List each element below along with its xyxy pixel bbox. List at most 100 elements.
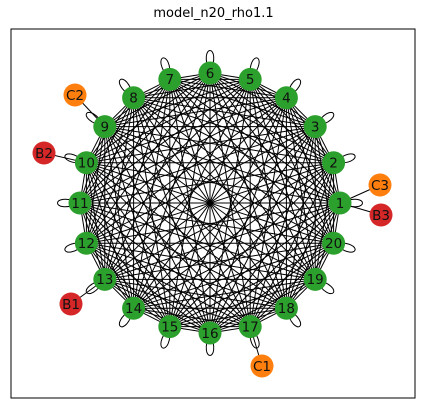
node-16: 16 [198, 321, 222, 345]
node-10-label: 10 [78, 156, 95, 172]
node-2-circle [322, 151, 346, 175]
leaf-node-B1-label: B1 [62, 297, 80, 313]
edge-5-8 [133, 78, 251, 99]
node-8-circle [122, 86, 146, 110]
node-14-label: 14 [125, 301, 142, 317]
leaf-node-C3: C3 [368, 173, 392, 197]
node-20-label: 20 [325, 236, 342, 252]
edge-13-16 [104, 278, 211, 334]
edge-12-15 [86, 242, 171, 327]
node-4: 4 [274, 86, 298, 110]
edge-4-9 [104, 97, 287, 128]
edge-3-14 [133, 126, 316, 309]
edge-2-7 [169, 78, 334, 164]
node-12-circle [74, 231, 98, 255]
leaf-node-B1-circle [59, 292, 83, 316]
edge-12-18 [86, 242, 287, 309]
edge-2-11 [79, 162, 334, 204]
figure-title: model_n20_rho1.1 [153, 6, 274, 21]
edge-7-20 [169, 79, 334, 244]
node-1-label: 1 [336, 196, 345, 212]
leaf-node-B3-circle [369, 203, 393, 227]
node-18: 18 [274, 296, 298, 320]
node-6: 6 [198, 61, 222, 85]
node-3-label: 3 [311, 119, 320, 135]
node-11-label: 11 [71, 196, 88, 212]
edge-15-19 [169, 278, 316, 328]
node-4-circle [274, 86, 298, 110]
edge-14-20 [133, 242, 334, 309]
edge-6-11 [79, 72, 211, 204]
node-3-circle [303, 115, 327, 139]
edge-1-10 [86, 162, 341, 204]
edge-15-18 [169, 307, 287, 328]
node-13: 13 [93, 267, 117, 291]
edge-14-19 [133, 278, 316, 309]
leaf-node-B2: B2 [32, 141, 56, 165]
edge-5-20 [249, 79, 335, 244]
node-13-circle [93, 267, 117, 291]
edge-1-12 [86, 202, 341, 244]
edge-4-13 [104, 97, 287, 280]
edge-10-14 [85, 162, 135, 309]
edge-8-17 [133, 97, 251, 327]
edge-10-19 [86, 162, 316, 280]
edge-6-20 [209, 72, 335, 244]
edge-11-20 [79, 202, 334, 244]
edge-6-18 [209, 72, 287, 309]
edge-9-18 [104, 126, 287, 309]
leaf-node-C2-circle [63, 83, 87, 107]
node-19-circle [303, 267, 327, 291]
node-18-label: 18 [278, 301, 295, 317]
node-5: 5 [238, 67, 262, 91]
edge-9-12 [85, 126, 106, 244]
node-5-label: 5 [246, 72, 255, 88]
edge-4-19 [285, 97, 316, 280]
edge-8-11 [79, 97, 135, 204]
edge-9-20 [104, 126, 334, 244]
leaf-node-C3-circle [368, 173, 392, 197]
edge-3-8 [133, 97, 316, 128]
edge-5-19 [249, 79, 316, 280]
node-20: 20 [322, 231, 346, 255]
node-1-circle [328, 191, 352, 215]
edge-13-17 [104, 278, 251, 328]
edge-8-20 [133, 97, 334, 244]
node-11: 11 [68, 191, 92, 215]
edge-14-17 [133, 307, 251, 328]
edge-11-16 [79, 202, 211, 334]
edge-1-16 [209, 202, 341, 334]
node-10: 10 [74, 151, 98, 175]
node-1: 1 [328, 191, 352, 215]
leaf-node-C2: C2 [63, 83, 87, 107]
edge-6-9 [104, 72, 211, 128]
edge-12-19 [86, 242, 316, 280]
edge-13-20 [104, 242, 334, 280]
edge-5-16 [209, 79, 251, 334]
node-3: 3 [303, 115, 327, 139]
edge-layer [79, 72, 341, 334]
edge-16-20 [209, 242, 334, 334]
edge-11-19 [79, 202, 316, 280]
leaf-node-C3-label: C3 [371, 178, 389, 194]
node-9: 9 [93, 115, 117, 139]
edge-5-10 [86, 78, 251, 164]
edge-3-18 [285, 126, 316, 309]
node-13-label: 13 [96, 272, 113, 288]
leaf-node-B1: B1 [59, 292, 83, 316]
plot-frame [10, 28, 416, 399]
node-8: 8 [122, 86, 146, 110]
edge-11-17 [79, 202, 251, 328]
edge-11-14 [79, 202, 135, 309]
edge-7-16 [169, 79, 211, 334]
node-12-label: 12 [78, 236, 95, 252]
leaf-node-B2-circle [32, 141, 56, 165]
leaf-node-C1: C1 [250, 354, 274, 378]
edge-2-17 [249, 162, 335, 327]
edge-10-15 [85, 162, 171, 327]
node-9-label: 9 [101, 119, 110, 135]
node-16-label: 16 [201, 326, 218, 342]
node-5-circle [238, 67, 262, 91]
edge-11-15 [79, 202, 171, 327]
